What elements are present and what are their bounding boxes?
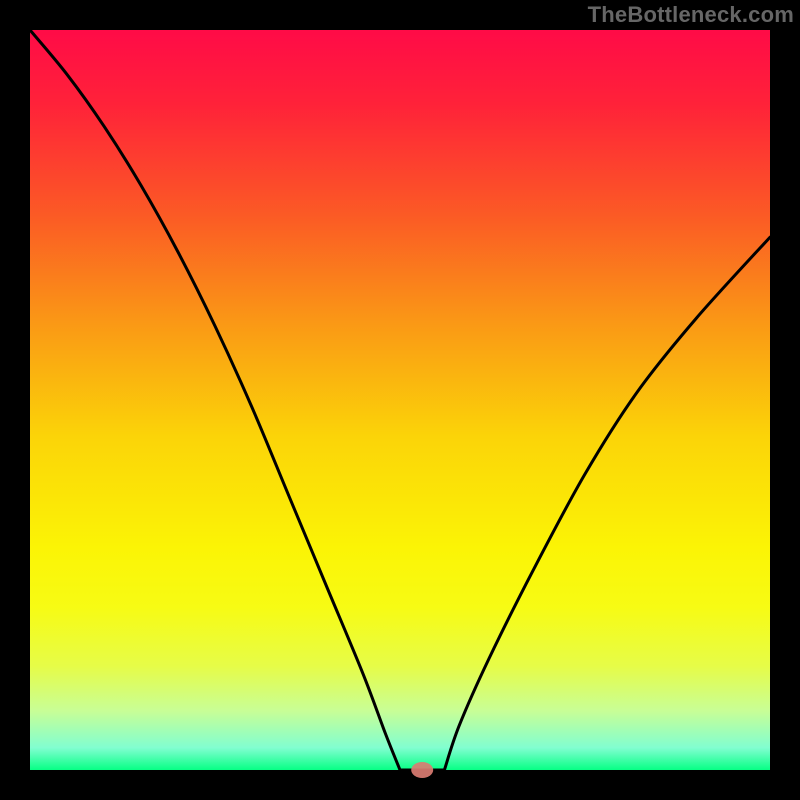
bottleneck-chart <box>0 0 800 800</box>
chart-background <box>30 30 770 770</box>
optimum-marker <box>411 762 433 778</box>
watermark-text: TheBottleneck.com <box>588 2 794 28</box>
chart-frame: TheBottleneck.com <box>0 0 800 800</box>
